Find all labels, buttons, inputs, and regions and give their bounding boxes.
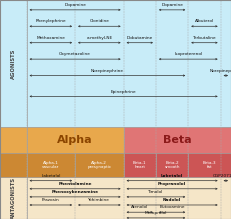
Text: Yohimbine: Yohimbine [88,198,110,202]
Text: ANTAGONISTS: ANTAGONISTS [11,177,16,219]
Bar [124,127,231,153]
Text: Beta: Beta [163,135,191,145]
Text: Alpha-1
vascular: Alpha-1 vascular [42,161,60,170]
Text: Dobutamine: Dobutamine [127,36,153,40]
Bar [27,0,231,127]
Text: Clonidine: Clonidine [89,19,109,23]
Text: Phentolamine: Phentolamine [58,182,92,186]
Text: Alpha-2
presynaptic: Alpha-2 presynaptic [87,161,111,170]
Text: Norepinephrine: Norepinephrine [91,69,124,73]
Text: Propranolol: Propranolol [158,182,186,186]
Text: Prazosin: Prazosin [42,198,60,202]
Text: Beta-2
smooth: Beta-2 smooth [164,161,180,170]
Bar [0,177,27,219]
Text: Phenylephrine: Phenylephrine [36,19,66,23]
Text: Butoxamine: Butoxamine [159,205,185,209]
Text: Beta-3
fat: Beta-3 fat [203,161,216,170]
Text: Dopamine: Dopamine [64,3,86,7]
Text: AGONISTS: AGONISTS [11,48,16,79]
Text: Isoproterenol: Isoproterenol [174,52,202,56]
Bar [156,153,188,177]
Text: Terbutaline: Terbutaline [193,36,216,40]
Text: Metoprolol: Metoprolol [145,211,167,215]
Text: Albuterol: Albuterol [195,19,214,23]
Bar [0,153,27,177]
Bar [0,0,27,127]
Text: Epinephrine: Epinephrine [111,90,136,94]
Text: CGP20712A: CGP20712A [213,174,231,178]
Text: Methoxamine: Methoxamine [36,36,65,40]
Bar [188,153,231,177]
Bar [27,177,231,219]
Text: Timolol: Timolol [148,190,164,194]
Text: Labetalol: Labetalol [41,174,61,178]
Bar [124,153,156,177]
Text: Labetalol: Labetalol [161,174,183,178]
Text: Alpha: Alpha [57,135,93,145]
Text: Phenoxybenzamine: Phenoxybenzamine [52,190,99,194]
Text: Nadolol: Nadolol [163,198,181,202]
Text: Norepinephring: Norepinephring [209,69,231,73]
Text: Dopamine: Dopamine [161,3,183,7]
Text: Beta-1
heart: Beta-1 heart [133,161,146,170]
Bar [75,153,124,177]
Text: Atenolol: Atenolol [131,205,148,209]
Bar [0,127,27,153]
Bar [27,127,124,153]
Text: Oxymetazoline: Oxymetazoline [59,52,91,56]
Bar [27,153,75,177]
Text: a-methyl-NE: a-methyl-NE [86,36,112,40]
